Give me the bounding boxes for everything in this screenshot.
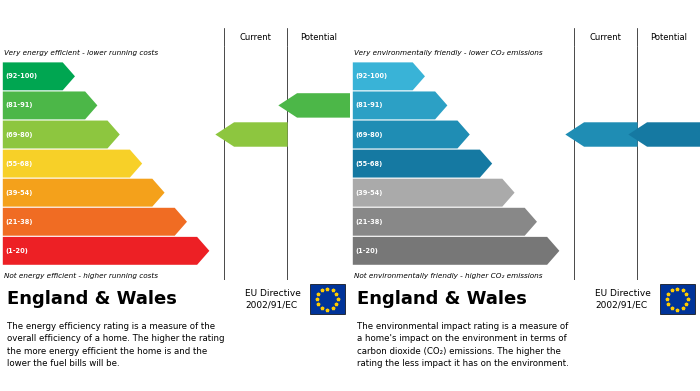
Polygon shape <box>353 63 425 90</box>
Text: Current: Current <box>589 32 622 41</box>
Text: (55-68): (55-68) <box>6 161 33 167</box>
Text: C: C <box>472 128 480 141</box>
Polygon shape <box>3 63 75 90</box>
Text: Very environmentally friendly - lower CO₂ emissions: Very environmentally friendly - lower CO… <box>354 50 542 56</box>
Text: (69-80): (69-80) <box>356 131 383 138</box>
Text: G: G <box>211 244 221 257</box>
Text: 85: 85 <box>316 100 332 110</box>
Text: F: F <box>539 215 547 228</box>
FancyBboxPatch shape <box>309 284 344 314</box>
Text: (55-68): (55-68) <box>356 161 383 167</box>
Polygon shape <box>3 208 187 236</box>
Polygon shape <box>279 93 351 118</box>
Text: (92-100): (92-100) <box>6 74 38 79</box>
Text: (39-54): (39-54) <box>6 190 33 196</box>
Text: EU Directive
2002/91/EC: EU Directive 2002/91/EC <box>595 289 651 309</box>
Text: Potential: Potential <box>300 32 337 41</box>
Text: C: C <box>122 128 130 141</box>
Text: F: F <box>189 215 197 228</box>
Text: A: A <box>427 70 436 83</box>
Text: D: D <box>494 157 504 170</box>
Text: E: E <box>517 186 524 199</box>
Polygon shape <box>216 122 288 147</box>
Text: Not energy efficient - higher running costs: Not energy efficient - higher running co… <box>4 273 158 279</box>
Polygon shape <box>3 237 209 265</box>
Text: (69-80): (69-80) <box>6 131 33 138</box>
Polygon shape <box>3 150 142 178</box>
Text: D: D <box>144 157 154 170</box>
Text: Energy Efficiency Rating: Energy Efficiency Rating <box>6 7 188 20</box>
Text: A: A <box>77 70 86 83</box>
Polygon shape <box>353 208 537 236</box>
Polygon shape <box>353 237 559 265</box>
Polygon shape <box>3 120 120 149</box>
Text: England & Wales: England & Wales <box>7 290 177 308</box>
Text: B: B <box>449 99 458 112</box>
Polygon shape <box>353 150 492 178</box>
Text: EU Directive
2002/91/EC: EU Directive 2002/91/EC <box>245 289 301 309</box>
Text: (81-91): (81-91) <box>6 102 33 108</box>
Polygon shape <box>353 91 447 119</box>
Polygon shape <box>629 122 700 147</box>
Text: 76: 76 <box>253 129 269 140</box>
Text: Environmental Impact (CO₂) Rating: Environmental Impact (CO₂) Rating <box>355 7 617 20</box>
Text: E: E <box>167 186 174 199</box>
Polygon shape <box>353 179 514 206</box>
Text: Potential: Potential <box>650 32 687 41</box>
Text: (1-20): (1-20) <box>6 248 29 254</box>
Text: The energy efficiency rating is a measure of the
overall efficiency of a home. T: The energy efficiency rating is a measur… <box>7 322 225 368</box>
FancyBboxPatch shape <box>659 284 694 314</box>
Text: Very energy efficient - lower running costs: Very energy efficient - lower running co… <box>4 50 158 56</box>
Text: Current: Current <box>239 32 272 41</box>
Text: (92-100): (92-100) <box>356 74 388 79</box>
Text: G: G <box>561 244 571 257</box>
Polygon shape <box>353 120 470 149</box>
Text: (21-38): (21-38) <box>6 219 33 225</box>
Text: B: B <box>99 99 108 112</box>
Text: 78: 78 <box>603 129 619 140</box>
Text: (39-54): (39-54) <box>356 190 383 196</box>
Text: The environmental impact rating is a measure of
a home's impact on the environme: The environmental impact rating is a mea… <box>357 322 568 368</box>
Text: (81-91): (81-91) <box>356 102 383 108</box>
Text: Not environmentally friendly - higher CO₂ emissions: Not environmentally friendly - higher CO… <box>354 273 542 279</box>
Polygon shape <box>566 122 638 147</box>
Text: (21-38): (21-38) <box>356 219 383 225</box>
Polygon shape <box>3 91 97 119</box>
Text: (1-20): (1-20) <box>356 248 379 254</box>
Polygon shape <box>3 179 164 206</box>
Text: 76: 76 <box>666 129 682 140</box>
Text: England & Wales: England & Wales <box>357 290 527 308</box>
